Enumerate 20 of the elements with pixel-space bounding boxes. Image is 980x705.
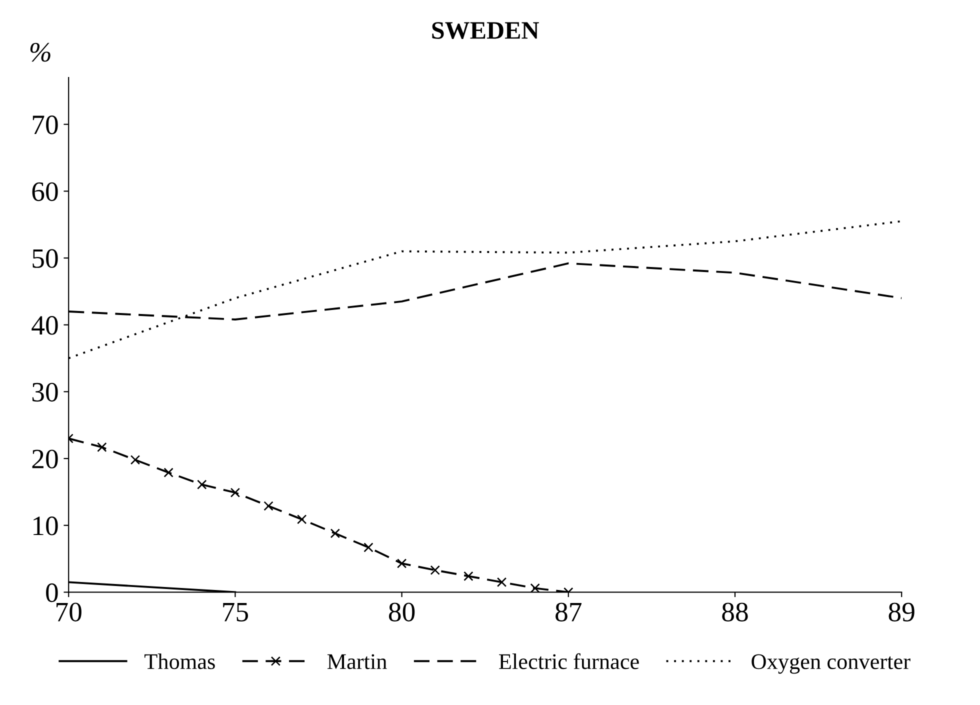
- x-tick-label: 87: [556, 602, 582, 622]
- x-tick-label: 88: [722, 602, 748, 622]
- chart-title: SWEDEN: [432, 22, 539, 40]
- y-tick-label: 70: [32, 116, 58, 134]
- y-tick-label: 10: [34, 516, 58, 536]
- y-tick-label: 40: [32, 316, 58, 335]
- y-tick-label: 60: [32, 182, 58, 202]
- y-axis-title: %: [30, 42, 50, 62]
- legend-label: Thomas: [144, 654, 215, 670]
- y-tick-label: 20: [32, 450, 58, 468]
- x-tick-label: 80: [388, 602, 415, 622]
- legend-label: Electric furnace: [499, 653, 639, 670]
- legend-label: Martin: [327, 654, 387, 670]
- y-tick-label: 0: [46, 583, 58, 602]
- y-tick-label: 50: [32, 249, 58, 268]
- y-tick-label: 30: [32, 382, 58, 402]
- legend-label: Oxygen converter: [752, 654, 910, 674]
- x-tick-label: 70: [56, 602, 82, 622]
- x-tick-label: 75: [223, 603, 248, 622]
- x-tick-label: 89: [888, 602, 914, 622]
